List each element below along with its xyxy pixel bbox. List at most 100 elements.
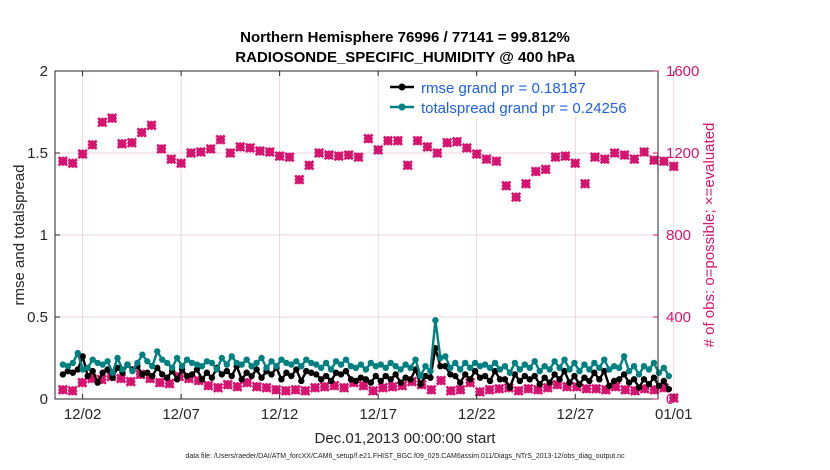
spread-point: [581, 361, 588, 368]
spread-point: [79, 366, 86, 373]
spread-point: [283, 359, 290, 367]
rmse-point: [476, 374, 484, 381]
spread-point: [198, 363, 206, 370]
spread-point: [258, 354, 265, 362]
obs-evaluated-marker: [432, 147, 443, 159]
rmse-point: [531, 372, 538, 380]
rmse-point: [392, 371, 399, 378]
rmse-point: [387, 376, 394, 383]
rmse-point: [546, 379, 553, 386]
spread-point: [312, 361, 320, 368]
rmse-point: [452, 372, 459, 380]
obs-evaluated-marker: [125, 376, 136, 387]
obs-evaluated-marker: [484, 384, 495, 395]
obs-evaluated-marker: [639, 146, 650, 158]
rmse-point: [303, 367, 310, 375]
spread-point: [561, 356, 568, 363]
rmse-point: [357, 374, 365, 381]
data-series: [57, 113, 679, 404]
spread-point: [387, 359, 394, 367]
obs-evaluated-marker: [212, 382, 224, 393]
spread-point: [213, 366, 221, 373]
rmse-point: [506, 384, 514, 391]
obs-evaluated-marker: [294, 174, 305, 185]
obs-evaluated-marker: [264, 146, 275, 158]
rmse-point: [516, 377, 524, 385]
x-tick-label: 12/02: [64, 406, 102, 423]
obs-evaluated-marker: [166, 154, 177, 165]
obs-evaluated-marker: [658, 156, 670, 167]
rmse-point: [541, 374, 548, 381]
spread-point: [228, 353, 235, 360]
spread-point: [109, 369, 116, 376]
obs-evaluated-marker: [620, 384, 631, 395]
obs-evaluated-marker: [154, 377, 165, 388]
obs-evaluated-marker: [57, 156, 69, 167]
obs-evaluated-marker: [412, 135, 423, 146]
rmse-point: [159, 371, 166, 378]
obs-evaluated-marker: [77, 148, 88, 160]
spread-point: [471, 359, 479, 367]
spread-point: [114, 354, 121, 362]
spread-point: [188, 359, 196, 367]
x-tick-label: 12/07: [162, 406, 200, 423]
spread-point: [541, 363, 548, 370]
spread-point: [64, 363, 72, 370]
spread-point: [506, 369, 514, 376]
spread-point: [536, 367, 543, 375]
spread-point: [635, 371, 643, 378]
rmse-point: [397, 379, 404, 386]
spread-point: [308, 359, 315, 367]
spread-point: [620, 353, 628, 360]
rmse-point: [288, 372, 295, 380]
obs-evaluated-marker: [274, 150, 285, 162]
spread-point: [665, 372, 673, 380]
spread-point: [183, 356, 191, 363]
rmse-point: [327, 377, 335, 385]
obs-evaluated-marker: [116, 138, 128, 149]
spread-point: [501, 363, 509, 370]
obs-evaluated-marker: [629, 154, 640, 165]
spread-point: [357, 361, 365, 368]
spread-point: [159, 356, 166, 363]
rmse-point: [188, 371, 196, 378]
rmse-point: [660, 377, 668, 385]
rmse-point: [447, 371, 454, 378]
spread-point: [422, 363, 429, 370]
spread-point: [457, 366, 464, 373]
spread-point: [486, 364, 494, 372]
obs-evaluated-marker: [338, 382, 350, 393]
obs-evaluated-marker: [481, 154, 492, 165]
obs-evaluated-marker: [77, 377, 88, 388]
x-tick-label: 12/12: [261, 406, 299, 423]
obs-evaluated-marker: [185, 147, 197, 159]
spread-point: [268, 358, 275, 365]
rmse-point: [377, 377, 384, 385]
spread-point: [645, 366, 653, 373]
rmse-point: [109, 374, 116, 381]
obs-evaluated-marker: [67, 158, 78, 169]
spread-point: [531, 358, 538, 365]
rmse-point: [228, 372, 235, 380]
obs-evaluated-marker: [107, 113, 118, 124]
spread-point: [273, 363, 280, 370]
rmse-point: [243, 369, 250, 376]
obs-evaluated-marker: [235, 141, 246, 152]
spread-point: [248, 363, 255, 370]
obs-evaluated-marker: [368, 385, 379, 396]
y-tick-label: 0: [40, 391, 48, 408]
legend-spread-label: totalspread grand pr = 0.24256: [421, 100, 627, 117]
spread-point: [402, 361, 409, 368]
rmse-point: [576, 381, 583, 388]
obs-evaluated-marker: [87, 139, 98, 150]
rmse-point: [203, 369, 211, 376]
obs-evaluated-marker: [523, 383, 534, 394]
spread-point: [317, 364, 325, 372]
legend: rmse grand pr = 0.18187 totalspread gran…: [384, 77, 654, 117]
obs-evaluated-marker: [358, 380, 369, 391]
x-tick-label: 12/22: [458, 406, 496, 423]
rmse-point: [198, 376, 206, 383]
obs-evaluated-marker: [668, 161, 679, 172]
spread-point: [576, 367, 583, 375]
rmse-point: [402, 374, 409, 381]
